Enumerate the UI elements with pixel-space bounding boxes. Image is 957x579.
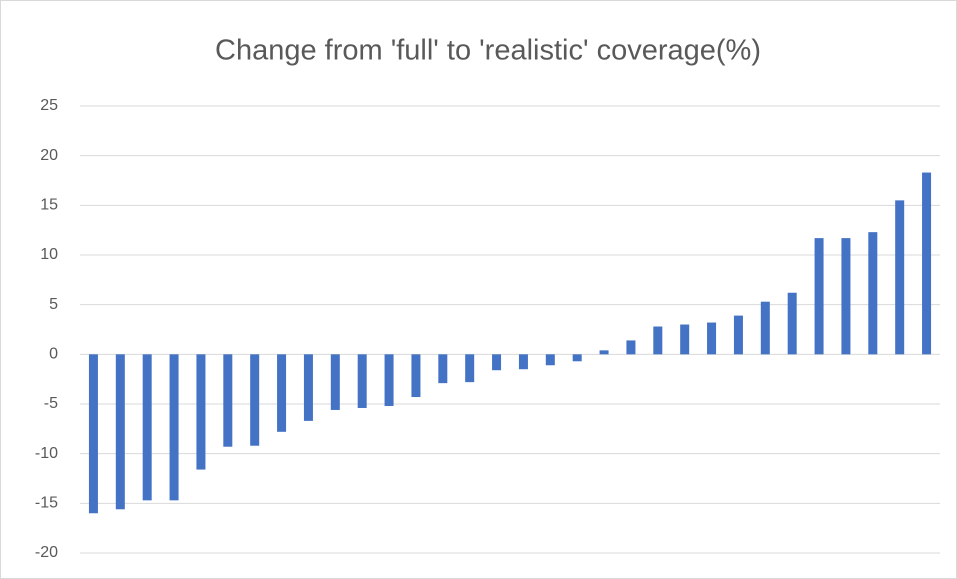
y-tick-label: 0 [49, 346, 58, 363]
bar [223, 354, 233, 447]
bar [518, 354, 528, 370]
bar [922, 172, 932, 355]
bar [142, 354, 152, 501]
bar [599, 350, 609, 355]
bar [411, 354, 421, 398]
bar [895, 200, 905, 355]
bar [707, 322, 717, 355]
bar [115, 354, 125, 510]
y-tick-label: 25 [40, 97, 58, 114]
bar [465, 354, 475, 383]
bar [868, 232, 878, 355]
bar [169, 354, 179, 501]
y-tick-label: -10 [35, 445, 58, 462]
bar [680, 324, 690, 355]
bar [545, 354, 555, 366]
bar [653, 326, 663, 355]
bar [196, 354, 206, 470]
y-tick-label: -15 [35, 495, 58, 512]
bar [250, 354, 260, 446]
chart-title: Change from 'full' to 'realistic' covera… [215, 35, 761, 67]
y-tick-label: 10 [40, 246, 58, 263]
bar [330, 354, 340, 410]
bar [357, 354, 367, 408]
y-tick-label: -20 [35, 544, 58, 561]
bar [303, 354, 313, 421]
bar [841, 238, 851, 355]
bar [492, 354, 502, 371]
bar [384, 354, 394, 406]
bar [733, 315, 743, 355]
bar [438, 354, 448, 384]
bar [277, 354, 287, 432]
y-tick-label: 5 [49, 296, 58, 313]
bar [626, 340, 636, 355]
bar [760, 301, 770, 355]
bar [88, 354, 98, 514]
bar [787, 292, 797, 355]
y-tick-label: -5 [44, 395, 58, 412]
y-tick-label: 20 [40, 147, 58, 164]
y-tick-label: 15 [40, 197, 58, 214]
bar [814, 238, 824, 355]
bar [572, 354, 582, 362]
